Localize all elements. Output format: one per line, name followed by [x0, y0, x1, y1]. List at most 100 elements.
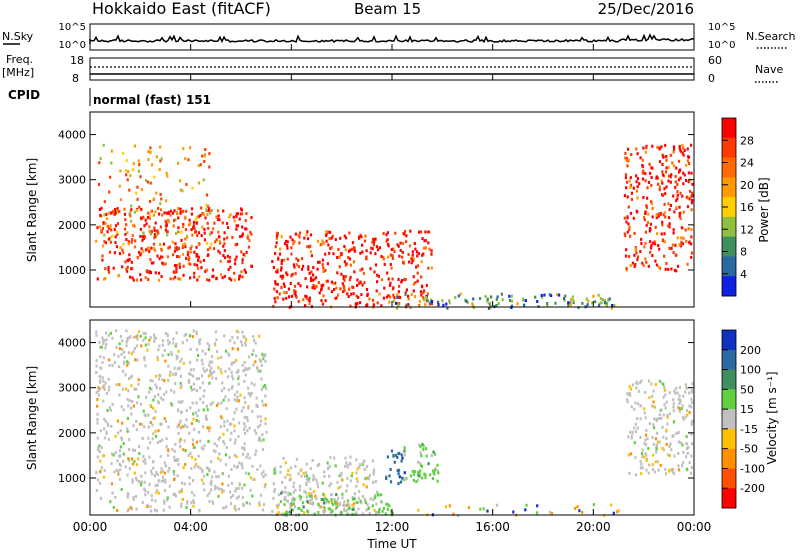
data-cell	[668, 208, 671, 212]
data-cell	[159, 145, 162, 149]
data-cell	[417, 470, 420, 474]
data-cell	[422, 448, 425, 451]
data-cell	[201, 374, 204, 378]
data-cell	[227, 268, 230, 272]
data-cell	[345, 489, 348, 493]
data-cell	[324, 497, 327, 501]
data-cell	[131, 234, 134, 237]
data-cell	[685, 435, 688, 439]
data-cell	[177, 349, 180, 353]
data-cell	[191, 233, 194, 237]
data-cell	[690, 454, 693, 458]
data-cell	[373, 496, 377, 500]
data-cell	[365, 304, 368, 308]
data-cell	[233, 464, 236, 468]
data-cell	[325, 230, 328, 234]
data-cell	[201, 381, 204, 385]
data-cell	[160, 157, 163, 161]
station-title: Hokkaido East (fitACF)	[92, 0, 271, 18]
data-cell	[420, 284, 424, 288]
data-cell	[240, 340, 243, 344]
data-cell	[285, 514, 288, 518]
data-cell	[156, 355, 159, 359]
data-cell	[387, 255, 390, 259]
data-cell	[198, 508, 201, 512]
data-cell	[236, 347, 239, 351]
data-cell	[245, 455, 248, 459]
data-cell	[522, 297, 525, 301]
data-cell	[180, 505, 183, 509]
data-cell	[208, 363, 211, 367]
data-cell	[604, 299, 607, 303]
data-cell	[119, 169, 122, 173]
data-cell	[624, 156, 627, 160]
data-cell	[191, 442, 195, 446]
data-cell	[418, 443, 421, 447]
data-cell	[102, 475, 106, 479]
data-cell	[355, 484, 358, 488]
data-cell	[216, 217, 220, 221]
data-cell	[374, 480, 377, 483]
data-cell	[327, 466, 330, 470]
data-cell	[392, 299, 395, 303]
data-cell	[101, 227, 104, 230]
data-cell	[147, 211, 150, 215]
data-cell	[636, 196, 639, 200]
data-cell	[150, 509, 153, 513]
data-cell	[668, 222, 671, 226]
data-cell	[237, 435, 240, 439]
data-cell	[295, 295, 298, 299]
data-cell	[627, 453, 630, 457]
data-cell	[375, 245, 379, 249]
data-cell	[257, 438, 260, 442]
data-cell	[258, 358, 261, 362]
data-cell	[276, 270, 279, 274]
colorbar-tick-label: 15	[740, 403, 754, 416]
data-cell	[648, 396, 651, 399]
data-cell	[148, 455, 151, 459]
data-cell	[154, 484, 157, 488]
data-cell	[136, 209, 139, 212]
data-cell	[635, 251, 638, 255]
data-cell	[418, 299, 422, 303]
data-cell	[672, 434, 675, 437]
data-cell	[167, 469, 170, 473]
data-cell	[260, 388, 263, 392]
data-cell	[105, 342, 108, 346]
data-cell	[678, 409, 681, 413]
data-cell	[179, 410, 183, 414]
data-cell	[108, 227, 111, 230]
data-cell	[378, 510, 381, 514]
data-cell	[172, 253, 175, 257]
data-cell	[496, 295, 499, 299]
data-cell	[424, 239, 427, 243]
data-cell	[661, 220, 664, 224]
data-cell	[554, 301, 557, 305]
data-cell	[407, 260, 411, 264]
data-cell	[688, 461, 691, 465]
data-cell	[687, 155, 690, 159]
data-cell	[193, 465, 196, 469]
data-cell	[150, 469, 153, 473]
data-cell	[127, 259, 130, 263]
data-cell	[448, 504, 451, 508]
data-cell	[174, 344, 177, 348]
data-cell	[422, 246, 425, 250]
data-cell	[123, 355, 126, 359]
data-cell	[223, 420, 226, 424]
data-cell	[101, 338, 105, 342]
data-cell	[650, 382, 653, 386]
data-cell	[382, 232, 385, 236]
data-cell	[190, 501, 193, 505]
data-cell	[192, 499, 195, 503]
data-cell	[391, 254, 394, 258]
data-cell	[420, 260, 423, 264]
data-cell	[95, 333, 98, 337]
data-cell	[672, 420, 676, 424]
data-cell	[337, 248, 340, 251]
data-cell	[184, 228, 187, 232]
data-cell	[218, 436, 221, 440]
data-cell	[635, 180, 638, 184]
data-cell	[442, 303, 445, 307]
data-cell	[290, 252, 293, 256]
